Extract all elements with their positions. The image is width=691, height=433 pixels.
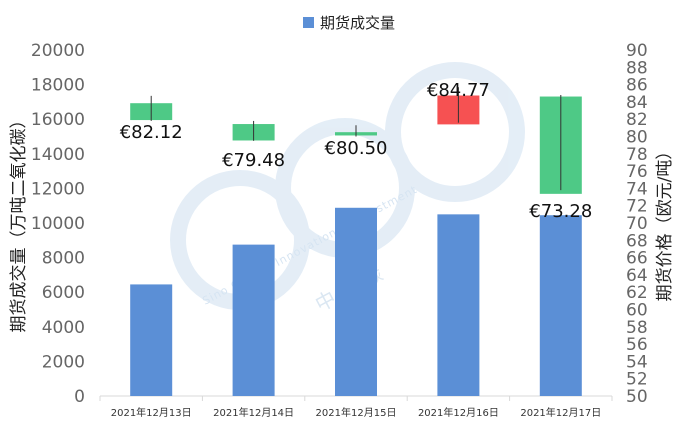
y-right-tick-label: 76 bbox=[626, 162, 648, 182]
y-left-tick-label: 14000 bbox=[31, 145, 85, 165]
y-left-tick-label: 18000 bbox=[31, 76, 85, 96]
y-left-tick-label: 10000 bbox=[31, 214, 85, 234]
y-left-tick-label: 12000 bbox=[31, 179, 85, 199]
y-right-axis-title: 期货价格（欧元/吨） bbox=[655, 143, 675, 302]
y-left-tick-label: 6000 bbox=[42, 283, 85, 303]
legend: 期货成交量 bbox=[303, 14, 395, 32]
y-right-tick-label: 90 bbox=[626, 41, 648, 61]
volume-bar bbox=[130, 284, 173, 396]
y-left-tick-label: 16000 bbox=[31, 110, 85, 130]
y-right-tick-label: 80 bbox=[626, 128, 648, 148]
x-tick-label: 2021年12月14日 bbox=[213, 406, 294, 419]
price-label: €84.77 bbox=[427, 80, 490, 101]
price-label: €80.50 bbox=[325, 138, 388, 159]
volume-bar bbox=[335, 207, 377, 396]
y-left-tick-label: 4000 bbox=[42, 318, 85, 338]
watermark-ring-right bbox=[385, 62, 525, 202]
y-left-tick-label: 20000 bbox=[31, 41, 85, 61]
y-right-tick-label: 56 bbox=[626, 335, 648, 355]
y-left-tick-label: 2000 bbox=[42, 352, 85, 372]
y-left-tick-label: 8000 bbox=[42, 249, 85, 269]
y-right-tick-label: 58 bbox=[626, 318, 648, 338]
volume-bar bbox=[539, 215, 582, 396]
price-label: €73.28 bbox=[529, 201, 592, 222]
legend-swatch bbox=[303, 17, 314, 28]
y-right-tick-label: 64 bbox=[626, 266, 648, 286]
y-right-tick-label: 66 bbox=[626, 249, 648, 269]
y-left-tick-label: 0 bbox=[74, 387, 85, 407]
price-label: €79.48 bbox=[222, 150, 285, 171]
y-right-tick-label: 84 bbox=[626, 93, 648, 113]
y-right-tick-label: 82 bbox=[626, 110, 648, 130]
x-tick-label: 2021年12月17日 bbox=[520, 406, 601, 419]
y-right-tick-label: 72 bbox=[626, 197, 648, 217]
y-right-tick-label: 54 bbox=[626, 352, 648, 372]
x-tick-label: 2021年12月16日 bbox=[418, 406, 499, 419]
y-right-tick-label: 62 bbox=[626, 283, 648, 303]
x-tick-label: 2021年12月15日 bbox=[316, 406, 397, 419]
y-right-tick-label: 88 bbox=[626, 58, 648, 78]
y-right-axis: 5052545658606264666870727476788082848688… bbox=[626, 41, 648, 407]
bars bbox=[130, 207, 582, 396]
volume-bar bbox=[437, 214, 480, 396]
y-left-axis: 0 2000 4000 6000 8000 10000 12000 14000 16000 180… bbox=[31, 41, 85, 407]
candlesticks bbox=[130, 87, 582, 194]
y-right-tick-label: 78 bbox=[626, 145, 648, 165]
price-labels: €82.12 €79.48 €80.50 €84.77 €73.28 bbox=[120, 80, 593, 222]
volume-bar bbox=[232, 244, 275, 396]
y-right-tick-label: 60 bbox=[626, 301, 648, 321]
x-tick-label: 2021年12月13日 bbox=[111, 406, 192, 419]
y-left-axis-title: 期货成交量（万吨二氧化碳） bbox=[9, 112, 29, 333]
y-right-tick-label: 50 bbox=[626, 387, 648, 407]
legend-label: 期货成交量 bbox=[320, 14, 395, 32]
y-right-tick-label: 74 bbox=[626, 179, 648, 199]
y-right-tick-label: 70 bbox=[626, 214, 648, 234]
y-right-tick-label: 68 bbox=[626, 231, 648, 251]
y-right-tick-label: 86 bbox=[626, 76, 648, 96]
x-axis: 2021年12月13日 2021年12月14日 2021年12月15日 2021年12… bbox=[99, 396, 613, 419]
price-label: €82.12 bbox=[120, 122, 183, 143]
y-right-tick-label: 52 bbox=[626, 370, 648, 390]
